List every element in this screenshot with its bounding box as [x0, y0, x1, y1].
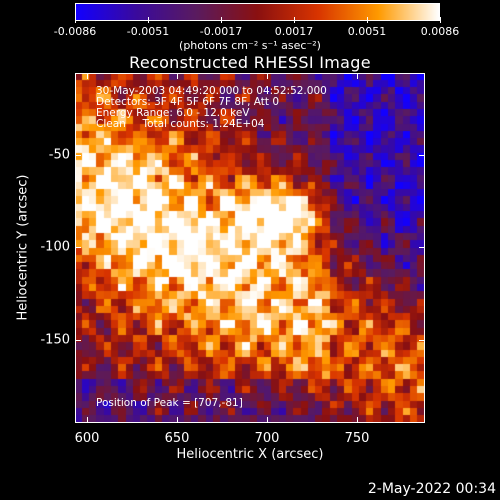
peak-position-label: Position of Peak = [707,-81]	[96, 397, 243, 409]
colorbar-tick-mark	[148, 17, 149, 23]
plot-title: Reconstructed RHESSI Image	[129, 53, 371, 72]
timestamp: 2-May-2022 00:34	[367, 481, 496, 497]
colorbar-tick-label: 0.0086	[420, 25, 460, 38]
colorbar-tick-mark	[440, 17, 441, 23]
colorbar-tick-label: -0.0086	[53, 25, 97, 38]
info-energy-range: Energy Range: 6.0 - 12.0 keV	[96, 107, 250, 119]
axis-tick-mark	[419, 340, 425, 341]
x-axis-label: Heliocentric X (arcsec)	[176, 447, 324, 462]
axis-tick-mark	[87, 417, 88, 423]
axis-tick-mark	[419, 247, 425, 248]
colorbar-tick-mark	[367, 17, 368, 23]
x-tick-label: 750	[344, 431, 370, 446]
axis-tick-mark	[419, 155, 425, 156]
axis-tick-mark	[357, 73, 358, 79]
info-time-range: 30-May-2003 04:49:20.000 to 04:52:52.000	[96, 85, 327, 97]
axis-tick-mark	[177, 73, 178, 79]
colorbar-tick-label: 0.0017	[274, 25, 314, 38]
x-tick-label: 600	[74, 431, 100, 446]
x-tick-label: 700	[254, 431, 280, 446]
colorbar-tick-label: -0.0017	[199, 25, 243, 38]
axis-tick-mark	[267, 417, 268, 423]
axis-tick-mark	[87, 73, 88, 79]
info-clean-counts: Clean Total counts: 1.24E+04	[96, 118, 265, 130]
axis-tick-mark	[357, 417, 358, 423]
colorbar-tick-mark	[294, 17, 295, 23]
axis-tick-mark	[75, 247, 81, 248]
y-tick-label: -150	[40, 332, 70, 348]
rhessi-heatmap[interactable]	[75, 73, 425, 423]
info-detectors: Detectors: 3F 4F 5F 6F 7F 8F, Att 0	[96, 96, 280, 108]
axis-tick-mark	[75, 155, 81, 156]
x-tick-label: 650	[164, 431, 190, 446]
axis-tick-mark	[177, 417, 178, 423]
colorbar-tick-label: 0.0051	[347, 25, 387, 38]
axis-tick-mark	[75, 340, 81, 341]
colorbar	[75, 3, 440, 21]
y-axis-label: Heliocentric Y (arcsec)	[15, 174, 31, 321]
y-tick-label: -100	[40, 239, 70, 255]
colorbar-tick-label: -0.0051	[126, 25, 170, 38]
colorbar-units-label: (photons cm⁻² s⁻¹ asec⁻²)	[179, 39, 321, 52]
axis-tick-mark	[267, 73, 268, 79]
y-tick-label: -50	[48, 147, 70, 163]
colorbar-tick-mark	[75, 17, 76, 23]
colorbar-tick-mark	[221, 17, 222, 23]
